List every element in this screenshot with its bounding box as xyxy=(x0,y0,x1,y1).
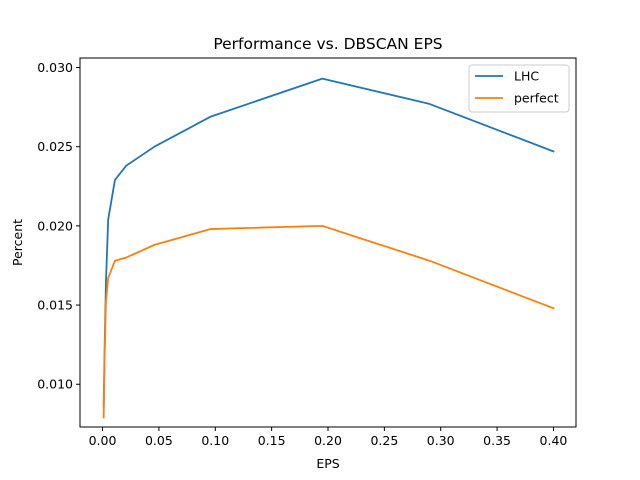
series-layer xyxy=(102,77,555,419)
x-tick-label: 0.30 xyxy=(427,433,455,448)
y-tick-label: 0.020 xyxy=(37,218,73,233)
y-tick-label: 0.015 xyxy=(37,298,73,313)
legend-label-perfect: perfect xyxy=(514,91,559,106)
y-tick-label: 0.025 xyxy=(37,139,73,154)
x-tick-label: 0.10 xyxy=(201,433,229,448)
x-tick-label: 0.35 xyxy=(483,433,511,448)
x-tick-label: 0.40 xyxy=(540,433,568,448)
x-tick-label: 0.25 xyxy=(370,433,398,448)
y-axis-ticks: 0.010 0.015 0.020 0.025 0.030 xyxy=(37,60,80,392)
x-axis-label: EPS xyxy=(316,456,339,471)
x-tick-label: 0.20 xyxy=(314,433,342,448)
y-tick-label: 0.010 xyxy=(37,377,73,392)
y-axis-label: Percent xyxy=(10,219,25,266)
x-axis-ticks: 0.00 0.05 0.10 0.15 0.20 0.25 0.30 0.35 0.40 xyxy=(89,427,568,448)
legend: LHC perfect xyxy=(468,64,570,113)
x-tick-label: 0.05 xyxy=(145,433,173,448)
x-tick-label: 0.15 xyxy=(258,433,286,448)
y-tick-label: 0.030 xyxy=(37,60,73,75)
legend-label-lhc: LHC xyxy=(514,69,539,84)
series-line-perfect xyxy=(102,224,555,419)
chart-title: Performance vs. DBSCAN EPS xyxy=(213,35,442,53)
x-tick-label: 0.00 xyxy=(89,433,117,448)
